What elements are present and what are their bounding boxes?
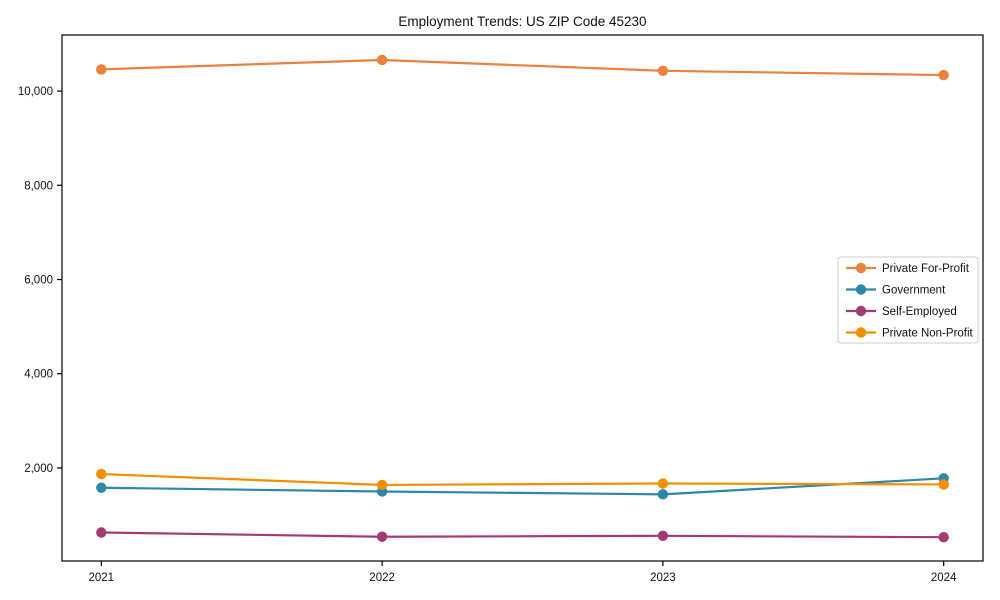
y-axis-tick-label: 8,000 [24, 180, 53, 192]
data-point-self-employed-2024 [938, 532, 949, 543]
y-axis-tick-label: 10,000 [18, 86, 53, 98]
legend-marker-government [855, 284, 867, 295]
series-line-self-employed [101, 531, 944, 539]
legend-label-self-employed: Self-Employed [882, 306, 957, 318]
plot-area-border [61, 34, 984, 562]
x-axis-tick-label: 2022 [369, 572, 395, 584]
data-point-government-2023 [657, 489, 669, 500]
y-axis-tick-label: 6,000 [24, 275, 53, 287]
data-point-private-for-profit-2021 [96, 64, 107, 75]
legend-label-private-non-profit: Private Non-Profit [882, 328, 974, 340]
data-point-private-for-profit-2022 [376, 54, 388, 66]
legend-marker-private-non-profit [855, 327, 867, 338]
data-point-private-non-profit-2021 [96, 468, 107, 480]
data-point-government-2021 [96, 482, 107, 493]
series-line-private-for-profit [101, 58, 944, 77]
data-point-self-employed-2021 [96, 527, 107, 538]
data-point-private-non-profit-2023 [657, 478, 669, 489]
x-axis-tick-label: 2023 [650, 572, 676, 584]
x-axis-tick-label: 2024 [931, 572, 957, 584]
x-axis-tick-label: 2021 [89, 572, 115, 584]
series-line-private-non-profit [101, 472, 944, 487]
data-point-self-employed-2023 [657, 530, 669, 541]
data-point-self-employed-2022 [376, 531, 388, 542]
y-axis-tick-label: 4,000 [24, 369, 53, 381]
chart-title: Employment Trends: US ZIP Code 45230 [398, 14, 646, 29]
data-point-private-for-profit-2023 [657, 65, 669, 77]
data-point-private-for-profit-2024 [938, 69, 949, 81]
legend-marker-self-employed [855, 305, 867, 317]
series-line-government [101, 477, 944, 496]
legend-marker-private-for-profit [855, 262, 867, 274]
data-point-private-non-profit-2024 [938, 479, 949, 490]
legend-box [837, 256, 979, 344]
data-point-private-non-profit-2022 [376, 479, 388, 491]
legend-label-government: Government [882, 285, 946, 297]
y-axis-tick-label: 2,000 [24, 463, 53, 475]
legend-label-private-for-profit: Private For-Profit [882, 263, 970, 275]
